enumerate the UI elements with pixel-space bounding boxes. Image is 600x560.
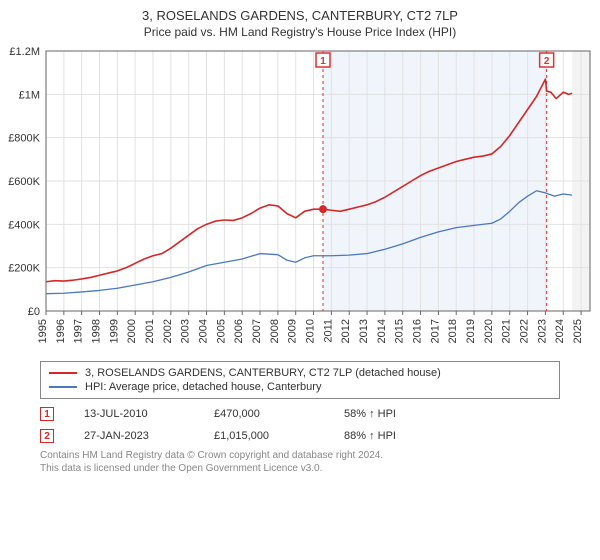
- svg-text:2018: 2018: [447, 319, 459, 343]
- svg-text:£0: £0: [28, 306, 40, 318]
- svg-text:2024: 2024: [554, 319, 566, 343]
- svg-text:2012: 2012: [340, 319, 352, 343]
- marker-badge: 2: [40, 429, 54, 443]
- svg-text:2008: 2008: [269, 319, 281, 343]
- svg-text:2011: 2011: [322, 319, 334, 343]
- marker-badge: 1: [40, 407, 54, 421]
- svg-text:£600K: £600K: [8, 176, 40, 188]
- marker-row: 2 27-JAN-2023 £1,015,000 88% ↑ HPI: [40, 425, 560, 447]
- footer: Contains HM Land Registry data © Crown c…: [40, 449, 560, 475]
- svg-text:2015: 2015: [394, 319, 406, 343]
- chart-area: £0 £200K £400K £600K £800K £1M £1.2M 1995 1996 19…: [0, 45, 600, 355]
- legend-label: HPI: Average price, detached house, Cant…: [85, 381, 321, 393]
- legend-swatch: [49, 386, 77, 388]
- svg-text:1999: 1999: [108, 319, 120, 343]
- svg-text:£1.2M: £1.2M: [9, 46, 40, 58]
- marker-price: £1,015,000: [214, 430, 314, 442]
- svg-text:1997: 1997: [73, 319, 85, 343]
- footer-line: Contains HM Land Registry data © Crown c…: [40, 449, 560, 462]
- svg-text:2021: 2021: [501, 319, 513, 343]
- svg-text:1996: 1996: [55, 319, 67, 343]
- svg-text:1995: 1995: [37, 319, 49, 343]
- marker-delta: 58% ↑ HPI: [344, 408, 444, 420]
- svg-text:2002: 2002: [162, 319, 174, 343]
- svg-text:2014: 2014: [376, 319, 388, 343]
- svg-text:1998: 1998: [91, 319, 103, 343]
- legend-item: HPI: Average price, detached house, Cant…: [49, 380, 551, 394]
- svg-text:2013: 2013: [358, 319, 370, 343]
- svg-text:2025: 2025: [572, 319, 584, 343]
- svg-text:2004: 2004: [198, 319, 210, 343]
- svg-text:2009: 2009: [287, 319, 299, 343]
- svg-text:2017: 2017: [429, 319, 441, 343]
- svg-text:2020: 2020: [483, 319, 495, 343]
- legend-swatch: [49, 372, 77, 374]
- svg-text:2001: 2001: [144, 319, 156, 343]
- legend: 3, ROSELANDS GARDENS, CANTERBURY, CT2 7L…: [40, 361, 560, 399]
- marker-date: 27-JAN-2023: [84, 430, 184, 442]
- chart-subtitle: Price paid vs. HM Land Registry's House …: [0, 23, 600, 45]
- svg-text:£800K: £800K: [8, 133, 40, 145]
- svg-text:2019: 2019: [465, 319, 477, 343]
- line-chart: £0 £200K £400K £600K £800K £1M £1.2M 1995 1996 19…: [0, 45, 600, 355]
- svg-text:£200K: £200K: [8, 263, 40, 275]
- marker-num: 2: [44, 431, 50, 442]
- marker-price: £470,000: [214, 408, 314, 420]
- svg-text:1: 1: [320, 56, 326, 67]
- svg-text:2003: 2003: [180, 319, 192, 343]
- svg-text:2: 2: [544, 56, 550, 67]
- svg-text:£1M: £1M: [19, 89, 40, 101]
- marker-delta: 88% ↑ HPI: [344, 430, 444, 442]
- svg-text:2006: 2006: [233, 319, 245, 343]
- marker-row: 1 13-JUL-2010 £470,000 58% ↑ HPI: [40, 403, 560, 425]
- footer-line: This data is licensed under the Open Gov…: [40, 462, 560, 475]
- svg-text:2016: 2016: [412, 319, 424, 343]
- marker-num: 1: [44, 409, 50, 420]
- svg-text:2022: 2022: [519, 319, 531, 343]
- svg-text:2000: 2000: [126, 319, 138, 343]
- svg-text:2010: 2010: [305, 319, 317, 343]
- svg-text:2005: 2005: [215, 319, 227, 343]
- page-root: 3, ROSELANDS GARDENS, CANTERBURY, CT2 7L…: [0, 0, 600, 560]
- legend-label: 3, ROSELANDS GARDENS, CANTERBURY, CT2 7L…: [85, 367, 441, 379]
- chart-title: 3, ROSELANDS GARDENS, CANTERBURY, CT2 7L…: [0, 0, 600, 23]
- svg-text:2007: 2007: [251, 319, 263, 343]
- marker-list: 1 13-JUL-2010 £470,000 58% ↑ HPI 2 27-JA…: [40, 403, 560, 447]
- svg-text:£400K: £400K: [8, 219, 40, 231]
- svg-text:2023: 2023: [536, 319, 548, 343]
- legend-item: 3, ROSELANDS GARDENS, CANTERBURY, CT2 7L…: [49, 366, 551, 380]
- marker-date: 13-JUL-2010: [84, 408, 184, 420]
